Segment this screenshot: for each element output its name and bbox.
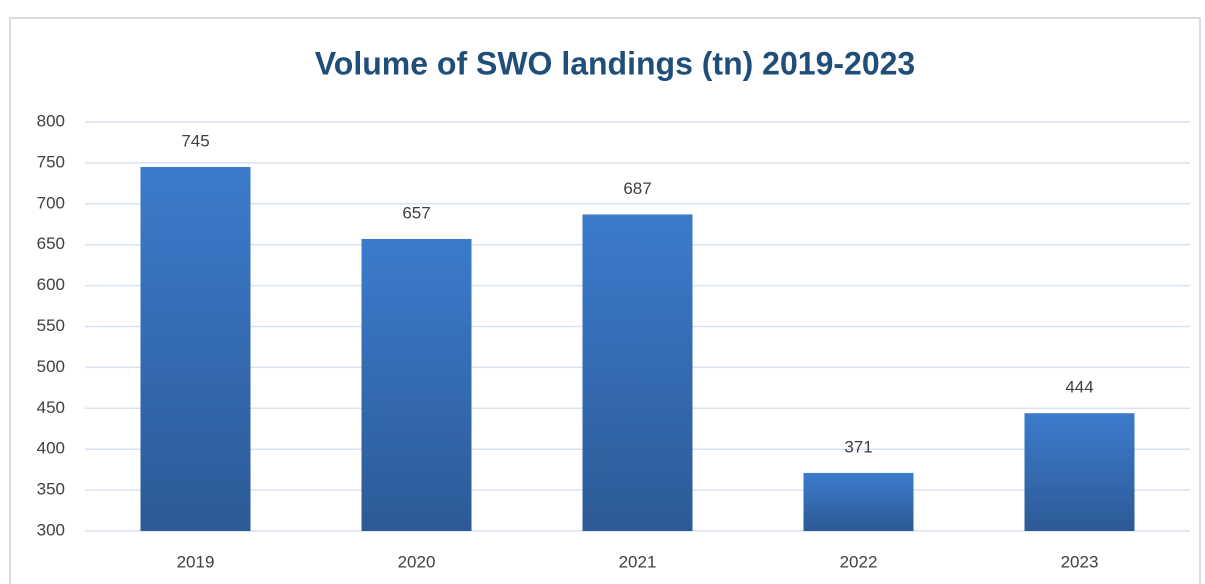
y-tick-label: 550: [37, 316, 65, 335]
x-tick-label: 2021: [619, 552, 657, 571]
data-label: 657: [402, 203, 430, 222]
data-label: 371: [844, 437, 872, 456]
y-tick-label: 800: [37, 111, 65, 130]
y-tick-label: 600: [37, 275, 65, 294]
y-tick-label: 500: [37, 357, 65, 376]
bar: [361, 238, 472, 531]
chart-title: Volume of SWO landings (tn) 2019-2023: [315, 45, 915, 81]
bar: [140, 166, 251, 532]
x-tick-label: 2019: [177, 552, 215, 571]
y-tick-label: 700: [37, 193, 65, 212]
y-tick-label: 650: [37, 234, 65, 253]
x-tick-label: 2022: [840, 552, 878, 571]
y-tick-label: 400: [37, 439, 65, 458]
bar: [803, 472, 914, 531]
x-tick-label: 2020: [398, 552, 436, 571]
data-label: 745: [181, 131, 209, 150]
data-label: 444: [1065, 378, 1093, 397]
bar: [1024, 413, 1135, 531]
y-tick-label: 750: [37, 152, 65, 171]
y-tick-label: 350: [37, 480, 65, 499]
x-tick-label: 2023: [1061, 552, 1099, 571]
data-label: 687: [623, 179, 651, 198]
y-tick-label: 300: [37, 520, 65, 539]
y-tick-label: 450: [37, 398, 65, 417]
bar: [582, 214, 693, 531]
